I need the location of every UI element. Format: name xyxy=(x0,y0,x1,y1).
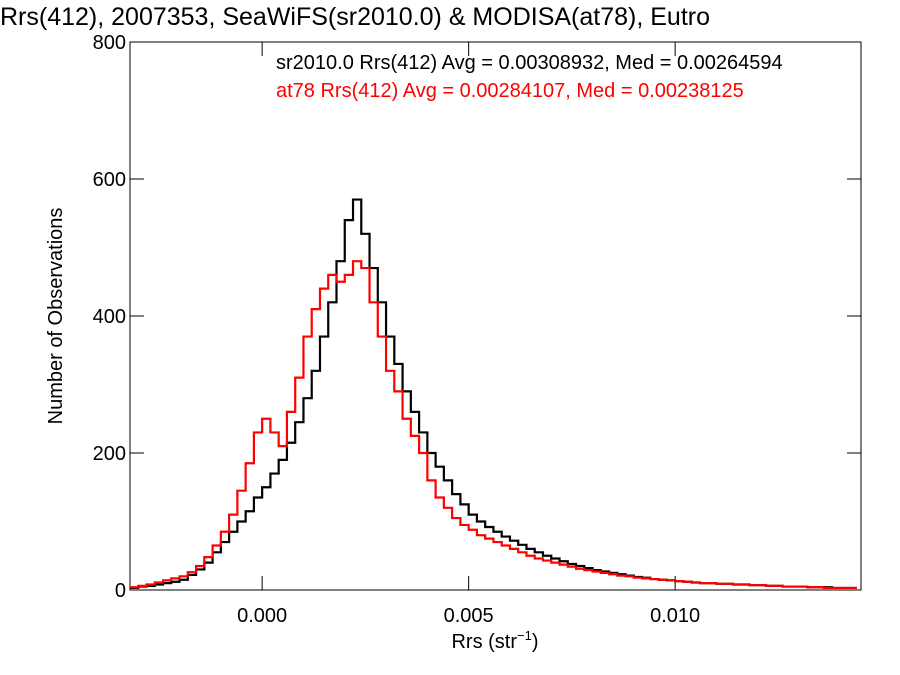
y-axis-ticks: 0 200 400 600 800 xyxy=(93,32,861,602)
x-axis-ticks: 0.000 0.005 0.010 xyxy=(237,42,700,627)
y-tick-label: 200 xyxy=(93,443,126,465)
y-tick-label: 0 xyxy=(115,580,126,602)
x-axis-label-main: Rrs (str xyxy=(451,631,517,653)
x-tick-label: 0.000 xyxy=(237,605,287,627)
series-line-at78 xyxy=(130,260,857,590)
series-layer xyxy=(130,198,857,590)
y-tick-label: 400 xyxy=(93,306,126,328)
chart-title: Rrs(412), 2007353, SeaWiFS(sr2010.0) & M… xyxy=(0,3,710,31)
y-tick-label: 800 xyxy=(93,32,126,54)
x-axis-label-superscript: −1 xyxy=(517,628,532,643)
x-axis-label-end: ) xyxy=(532,631,539,653)
x-tick-label: 0.005 xyxy=(444,605,494,627)
annotation-series-1: sr2010.0 Rrs(412) Avg = 0.00308932, Med … xyxy=(276,52,783,74)
series-line-sr2010-0 xyxy=(130,198,857,590)
x-tick-label: 0.010 xyxy=(650,605,700,627)
plot-frame xyxy=(129,41,862,591)
annotation-series-2: at78 Rrs(412) Avg = 0.00284107, Med = 0.… xyxy=(276,80,744,102)
y-axis-label: Number of Observations xyxy=(45,208,67,425)
y-tick-label: 600 xyxy=(93,169,126,191)
x-axis-label: Rrs (str−1) xyxy=(451,628,538,653)
